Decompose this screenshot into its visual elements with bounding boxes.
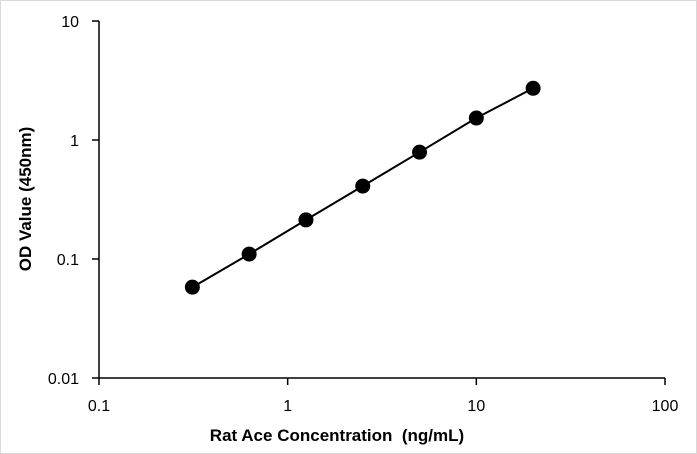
y-tick-label: 1: [70, 133, 79, 150]
y-axis-title: OD Value (450nm): [16, 127, 35, 272]
x-tick-label: 100: [652, 398, 679, 415]
data-point: [525, 80, 541, 96]
y-tick-label: 10: [61, 14, 79, 31]
x-tick-label: 10: [467, 398, 485, 415]
data-point: [468, 110, 484, 126]
x-tick-label: 0.1: [88, 398, 110, 415]
x-tick-label: 1: [283, 398, 292, 415]
y-tick-label: 0.01: [48, 371, 79, 388]
y-ticks: 0.01 0.1 1 10: [48, 14, 99, 388]
x-axis-title: Rat Ace Concentration (ng/mL): [210, 426, 464, 445]
y-tick-label: 0.1: [57, 252, 79, 269]
data-point: [298, 212, 314, 228]
data-point: [184, 279, 200, 295]
data-point: [355, 178, 371, 194]
data-points: [184, 80, 541, 295]
data-point: [241, 246, 257, 262]
x-ticks: 0.1 1 10 100: [88, 378, 679, 415]
data-point: [412, 144, 428, 160]
axes: [98, 21, 665, 379]
